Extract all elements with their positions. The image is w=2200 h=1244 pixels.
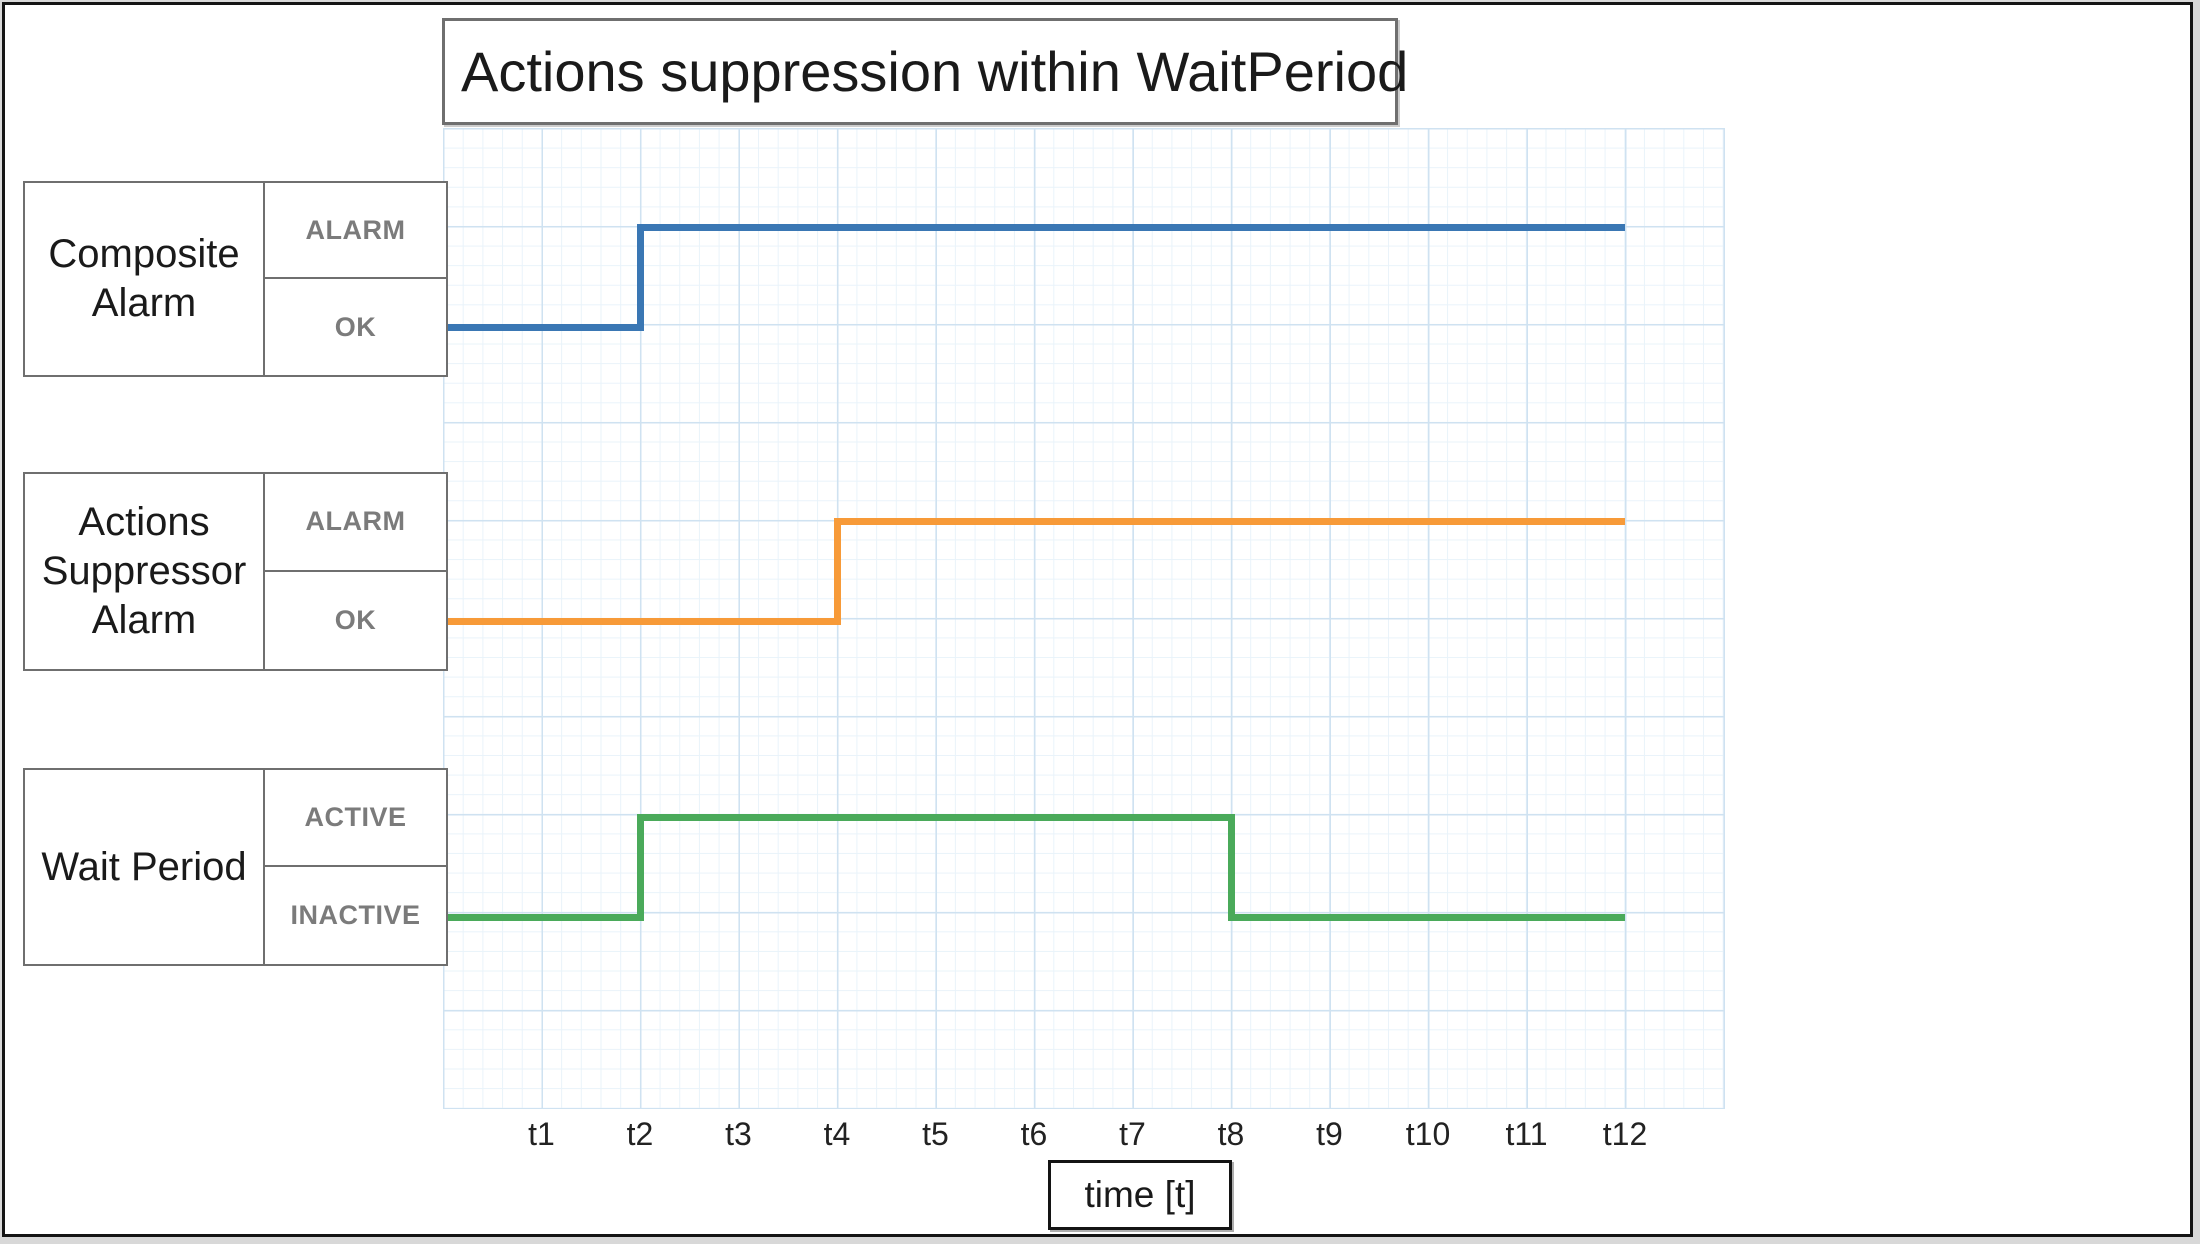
state-label-active: ACTIVE <box>265 770 446 867</box>
series-line-segment-wait-period <box>636 813 644 921</box>
series-line-segment-wait-period <box>1227 913 1625 921</box>
x-tick-t2: t2 <box>626 1116 654 1152</box>
x-tick-t9: t9 <box>1316 1116 1343 1152</box>
diagram-title-box: Actions suppression within WaitPeriod <box>442 18 1408 125</box>
x-tick-t4: t4 <box>823 1116 851 1152</box>
series-name-actions-suppressor-alarm: Actions Suppressor Alarm <box>25 474 265 669</box>
state-label-ok: OK <box>334 311 377 342</box>
state-label-inactive: INACTIVE <box>290 900 421 930</box>
state-label-ok: OK <box>334 604 377 635</box>
series-line-segment-composite-alarm <box>636 223 1625 231</box>
x-tick-t1: t1 <box>528 1116 555 1152</box>
series-name-composite-alarm: Composite Alarm <box>25 183 265 375</box>
x-tick-t5: t5 <box>922 1116 949 1152</box>
x-tick-t6: t6 <box>1020 1116 1048 1152</box>
series-line-segment-actions-suppressor-alarm <box>833 517 841 625</box>
x-axis-label: time [t] <box>1084 1174 1196 1215</box>
series-name-wait-period: Wait Period <box>25 770 265 964</box>
x-axis-label-box: time [t] <box>1048 1160 1232 1230</box>
x-tick-t10: t10 <box>1405 1116 1451 1152</box>
series-line-segment-wait-period <box>443 913 644 921</box>
x-tick-t8: t8 <box>1217 1116 1245 1152</box>
diagram-title: Actions suppression within WaitPeriod <box>461 40 1409 103</box>
series-label-box-wait-period: Wait Period ACTIVE INACTIVE <box>23 768 448 966</box>
series-line-segment-composite-alarm <box>636 223 644 331</box>
x-tick-t7: t7 <box>1119 1116 1146 1152</box>
state-label-alarm: ALARM <box>265 183 446 279</box>
series-line-segment-wait-period <box>636 813 1235 821</box>
series-line-segment-actions-suppressor-alarm <box>443 617 841 625</box>
series-line-segment-composite-alarm <box>443 323 644 331</box>
x-tick-t11: t11 <box>1505 1116 1548 1152</box>
series-label-box-actions-suppressor-alarm: Actions Suppressor Alarm ALARM OK <box>23 472 448 671</box>
state-label-alarm: ALARM <box>265 474 446 572</box>
x-tick-t3: t3 <box>725 1116 752 1152</box>
series-label-box-composite-alarm: Composite Alarm ALARM OK <box>23 181 448 377</box>
x-tick-t12: t12 <box>1602 1116 1648 1152</box>
series-line-segment-actions-suppressor-alarm <box>833 517 1625 525</box>
series-line-segment-wait-period <box>1227 813 1235 921</box>
